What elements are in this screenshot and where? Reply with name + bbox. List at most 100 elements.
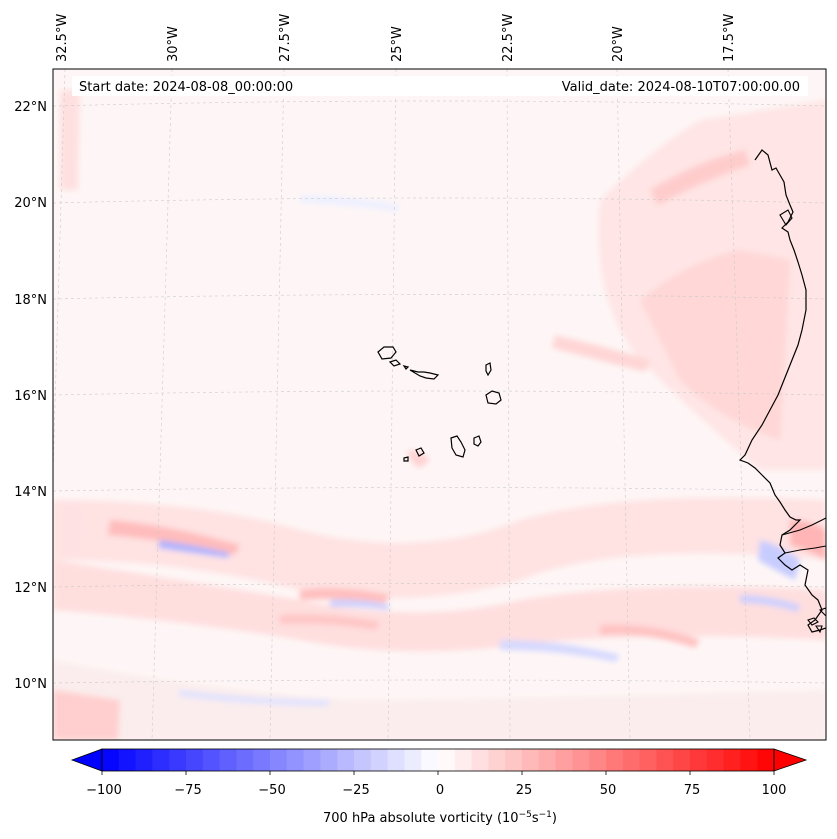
vorticity-patch-islands	[408, 450, 430, 468]
coast-detail-casamance	[784, 545, 826, 554]
colorbar-tick-label: −50	[258, 783, 285, 798]
colorbar-segment	[572, 749, 590, 771]
colorbar-segment	[522, 749, 540, 771]
map-frame	[52, 68, 827, 741]
colorbar-segment	[454, 749, 473, 771]
island-maio	[473, 435, 482, 447]
colorbar-segment	[740, 749, 758, 771]
colorbar-segment	[438, 749, 456, 771]
colorbar-segment	[337, 749, 355, 771]
colorbar-segment	[555, 749, 573, 771]
colorbar-segment	[236, 749, 254, 771]
info-box-background	[72, 76, 808, 96]
colorbar: −100 −75 −50 −25 0 25 50 75 100 700 hPa …	[70, 748, 808, 826]
coast-detail-bijagos	[807, 607, 826, 634]
lon-label-25w: 25°W	[390, 26, 405, 62]
island-santa-luzia	[402, 365, 410, 370]
vorticity-streak-ne-2	[552, 335, 650, 372]
colorbar-segment	[387, 749, 405, 771]
colorbar-segment	[354, 749, 372, 771]
vorticity-patch-north-blue	[300, 195, 400, 212]
coast-detail-dakhla	[779, 209, 793, 226]
colorbar-segment	[690, 749, 708, 771]
colorbar-segment	[538, 749, 557, 771]
start-date-text: Start date: 2024-08-08_00:00:00	[79, 80, 293, 95]
vorticity-streak-south-blue-4	[740, 595, 800, 612]
colorbar-segment	[135, 749, 153, 771]
colorbar-segment	[471, 749, 489, 771]
colorbar-tick-labels: −100 −75 −50 −25 0 25 50 75 100	[86, 783, 786, 798]
colorbar-tick-label: −100	[86, 783, 122, 798]
colorbar-tick-label: 75	[684, 783, 701, 798]
colorbar-segment	[320, 749, 338, 771]
vorticity-streak-south-red-3	[280, 614, 380, 630]
vorticity-streak-south-red-2	[300, 588, 390, 603]
lon-label-27-5w: 27.5°W	[278, 14, 293, 62]
latitude-labels: 22°N 20°N 18°N 16°N 14°N 12°N 10°N	[14, 100, 47, 692]
colorbar-segment	[505, 749, 523, 771]
vorticity-band-far-south	[53, 660, 826, 740]
colorbar-tick-label: 100	[762, 783, 787, 798]
colorbar-segment	[757, 749, 775, 771]
lat-label-10n: 10°N	[14, 677, 47, 692]
africa-coastline	[738, 149, 826, 633]
island-sal	[485, 362, 492, 377]
vorticity-streak-south-blue-1	[158, 540, 230, 558]
lat-label-20n: 20°N	[14, 196, 47, 211]
colorbar-segment	[118, 749, 137, 771]
colorbar-segment	[286, 749, 305, 771]
vorticity-patch-west-top	[60, 90, 80, 190]
colorbar-segment	[186, 749, 204, 771]
colorbar-segment	[606, 749, 624, 771]
vorticity-patch-coast-blue	[758, 540, 800, 580]
lat-label-16n: 16°N	[14, 389, 47, 404]
lon-label-32-5w: 32.5°W	[55, 14, 70, 62]
longitude-labels: 32.5°W 30°W 27.5°W 25°W 22.5°W 20°W 17.5…	[55, 14, 737, 62]
vorticity-band-south-1	[53, 497, 826, 598]
island-brava	[403, 456, 409, 462]
colorbar-tick-label: 50	[600, 783, 617, 798]
colorbar-ticks	[101, 771, 775, 775]
vorticity-streak-far-south-blue	[178, 690, 330, 706]
colorbar-segment	[673, 749, 691, 771]
colorbar-segment	[270, 749, 288, 771]
lat-label-14n: 14°N	[14, 485, 47, 500]
colorbar-segment	[589, 749, 607, 771]
colorbar-segment	[219, 749, 237, 771]
coast-detail-gambia	[781, 517, 826, 536]
colorbar-min-extension	[70, 748, 103, 772]
colorbar-segment	[169, 749, 187, 771]
colorbar-segment	[370, 749, 389, 771]
colorbar-segment	[421, 749, 439, 771]
colorbar-max-extension	[773, 748, 808, 772]
colorbar-segment	[723, 749, 741, 771]
lat-label-18n: 18°N	[14, 293, 47, 308]
colorbar-segment	[303, 749, 321, 771]
lon-label-22-5w: 22.5°W	[501, 14, 516, 62]
valid-date-text: Valid_date: 2024-08-10T07:00:00.00	[562, 80, 800, 95]
colorbar-tick-label: −75	[174, 783, 201, 798]
cape-verde-islands	[377, 346, 502, 462]
vorticity-streak-south-red-1	[108, 520, 240, 555]
colorbar-segments	[102, 749, 775, 771]
colorbar-tick-label: 25	[516, 783, 533, 798]
colorbar-tick-label: −25	[342, 783, 369, 798]
colorbar-segment	[488, 749, 506, 771]
colorbar-segment	[639, 749, 657, 771]
lon-label-20w: 20°W	[611, 26, 626, 62]
colorbar-segment	[253, 749, 271, 771]
map-panel: Start date: 2024-08-08_00:00:00 Valid_da…	[52, 68, 827, 741]
lon-label-17-5w: 17.5°W	[722, 14, 737, 62]
colorbar-label: 700 hPa absolute vorticity (10−5s−1)	[323, 810, 557, 826]
island-sao-vicente	[388, 359, 402, 367]
colorbar-segment	[152, 749, 170, 771]
colorbar-segment	[656, 749, 674, 771]
lat-label-22n: 22°N	[14, 100, 47, 115]
colorbar-tick-label: 0	[436, 783, 444, 798]
vorticity-streak-ne-1	[650, 150, 750, 205]
map-gridlines	[53, 69, 826, 740]
island-santo-antao	[377, 346, 397, 360]
island-sao-nicolau	[409, 369, 440, 380]
vorticity-patch-southwest	[53, 690, 120, 740]
